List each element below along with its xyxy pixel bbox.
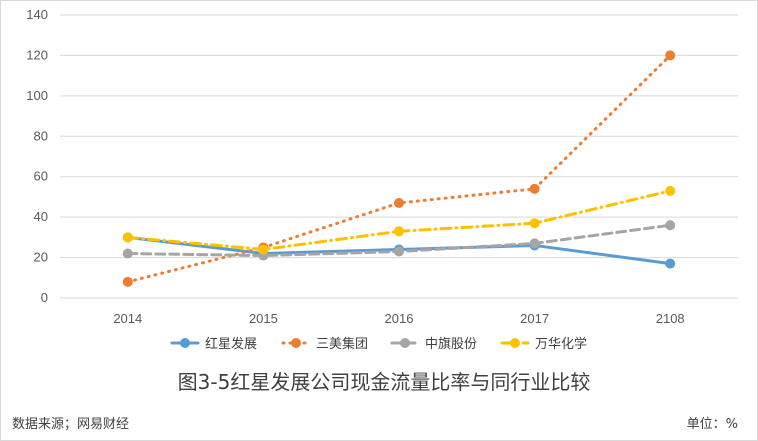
y-tick-label: 40 xyxy=(34,209,48,224)
legend-swatch-marker xyxy=(400,338,410,348)
x-tick-label: 2108 xyxy=(656,311,685,326)
legend-item: 红星发展 xyxy=(170,336,257,352)
x-tick-label: 2014 xyxy=(113,311,142,326)
chart-caption: 图3-5红星发展公司现金流量比率与同行业比较 xyxy=(178,370,591,394)
series-group xyxy=(122,185,676,255)
y-axis-ticks: 0 20 40 60 80 100 120 140 xyxy=(26,7,48,305)
data-point xyxy=(665,50,676,61)
data-point xyxy=(529,238,540,249)
legend-label: 红星发展 xyxy=(205,336,257,352)
data-point xyxy=(394,226,404,237)
data-point xyxy=(258,244,269,255)
data-point xyxy=(122,276,133,287)
source-note: 数据来源；网易财经 xyxy=(12,417,129,432)
data-point xyxy=(665,258,676,269)
legend-item: 三美集团 xyxy=(281,336,368,352)
series-group xyxy=(122,220,676,261)
y-tick-label: 80 xyxy=(34,128,48,143)
series-lines xyxy=(122,50,676,287)
y-tick-label: 120 xyxy=(26,47,48,62)
data-point xyxy=(665,185,676,196)
legend-swatch-marker xyxy=(180,338,190,348)
legend-item: 中旗股份 xyxy=(390,336,477,352)
unit-note: 单位：% xyxy=(687,417,738,432)
data-point xyxy=(122,232,133,243)
data-point xyxy=(394,197,404,208)
x-axis-ticks: 2014 2015 2016 2017 2108 xyxy=(113,311,684,326)
y-tick-label: 0 xyxy=(41,290,48,305)
legend-label: 万华化学 xyxy=(535,336,587,352)
legend-item: 万华化学 xyxy=(500,336,587,352)
data-point xyxy=(529,183,540,194)
legend-swatch-marker xyxy=(291,338,301,348)
x-tick-label: 2015 xyxy=(249,311,278,326)
legend: 红星发展 三美集团 中旗股份 万华化学 xyxy=(170,336,587,352)
y-tick-label: 140 xyxy=(26,7,48,22)
x-tick-label: 2017 xyxy=(520,311,549,326)
legend-label: 中旗股份 xyxy=(425,336,477,352)
data-point xyxy=(122,248,133,259)
legend-label: 三美集团 xyxy=(316,336,368,352)
data-point xyxy=(394,246,404,257)
x-tick-label: 2016 xyxy=(385,311,414,326)
y-tick-label: 100 xyxy=(26,88,48,103)
data-point xyxy=(529,218,540,229)
data-point xyxy=(665,220,676,231)
y-tick-label: 20 xyxy=(34,250,48,265)
series-line xyxy=(126,53,672,284)
legend-swatch-marker xyxy=(510,338,520,348)
y-tick-label: 60 xyxy=(34,169,48,184)
